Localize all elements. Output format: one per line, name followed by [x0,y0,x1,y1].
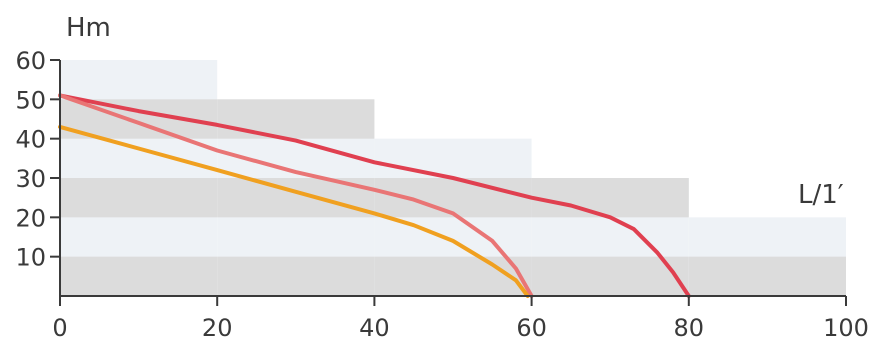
series-line [58,93,534,298]
x-axis-label: L/1′ [798,180,844,210]
y-tick-label: 50 [15,86,46,114]
y-axis-label: Hm [66,13,111,43]
curves [58,93,691,298]
shading-band [217,256,375,296]
shading-band [217,99,375,139]
x-tick-label: 60 [516,314,547,342]
x-tick-label: 40 [359,314,390,342]
background-blocks [60,60,846,296]
x-tick-label: 100 [823,314,869,342]
x-tick-label: 0 [52,314,67,342]
shading-band [688,256,846,296]
x-tick-label: 80 [674,314,705,342]
x-tick-label: 20 [202,314,233,342]
y-tick-label: 20 [15,204,46,232]
axes: 0 20 40 60 80 100 10 20 30 40 50 60 [15,47,868,342]
shading-band [60,256,218,296]
shading-band [60,178,218,218]
series-line [58,93,691,298]
shading-band [374,256,532,296]
series-line [58,124,530,298]
y-tick-label: 60 [15,47,46,75]
shading-band [531,256,689,296]
y-tick-label: 40 [15,126,46,154]
y-tick-label: 10 [15,244,46,272]
shading-band [531,178,689,218]
y-tick-label: 30 [15,165,46,193]
